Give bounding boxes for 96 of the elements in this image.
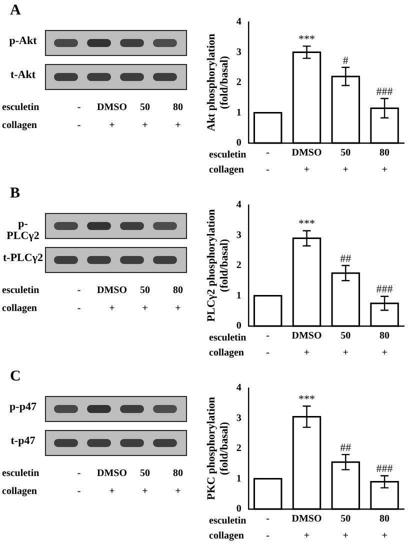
y-axis-title: PKC phosphorylation (fold/basal) <box>205 397 231 500</box>
text: + <box>304 164 310 176</box>
text: esculetin <box>209 150 247 161</box>
x-tick-label: 50 <box>340 148 351 159</box>
annotation: ### <box>376 463 394 476</box>
text: t-p47 <box>10 435 36 447</box>
category-label: DMSO <box>97 102 127 113</box>
x-tick-label: 80 <box>380 148 390 159</box>
category-label: DMSO <box>97 468 127 479</box>
text: collagen <box>2 303 37 314</box>
text: collagen <box>209 530 244 542</box>
category-label: - <box>77 468 81 479</box>
y-tick-label: 1 <box>236 107 242 118</box>
y-tick-label: 4 <box>236 200 242 211</box>
text: + <box>142 486 148 497</box>
y-tick-label: 4 <box>236 382 242 394</box>
text: + <box>304 530 310 542</box>
category-label: 50 <box>140 468 150 479</box>
category-label: 80 <box>173 468 183 479</box>
y-axis-title: PLCγ2 phosphorylation (fold/basal) <box>205 209 231 322</box>
text: esculetin <box>2 102 40 113</box>
text: collagen <box>209 164 244 176</box>
text: p-PLCγ2 <box>6 218 40 242</box>
annotation: *** <box>298 34 315 46</box>
category-label: 80 <box>173 102 183 113</box>
y-tick-label: 0 <box>236 504 242 515</box>
text: collagen <box>209 348 244 359</box>
text: C <box>10 368 21 384</box>
text: + <box>109 120 115 131</box>
text: esculetin <box>2 468 40 479</box>
annotation: *** <box>298 394 315 406</box>
y-tick-label: 0 <box>236 138 242 149</box>
text: esculetin <box>209 516 247 527</box>
text: p-p47 <box>8 401 38 413</box>
annotation: # <box>342 54 349 67</box>
y-tick-label: 1 <box>236 473 242 484</box>
text: collagen <box>2 486 37 497</box>
y-tick-label: 3 <box>236 412 242 424</box>
category-label: 50 <box>140 102 150 113</box>
text: + <box>142 303 148 314</box>
category-label: - <box>77 102 81 113</box>
x-tick-label: DMSO <box>292 148 322 159</box>
text: collagen <box>2 120 37 131</box>
y-axis-title: Akt phosphorylation (fold/basal) <box>205 34 231 132</box>
x-tick-label: 50 <box>340 330 351 342</box>
x-tick-label: DMSO <box>292 330 322 342</box>
text: + <box>382 348 388 359</box>
y-tick-label: 2 <box>236 77 242 88</box>
annotation: *** <box>298 218 315 230</box>
text: + <box>342 530 349 542</box>
y-tick-label: 3 <box>236 230 242 241</box>
text: - <box>77 303 81 314</box>
text: + <box>342 164 349 176</box>
annotation: ## <box>340 252 352 265</box>
x-tick-label: DMSO <box>292 514 322 525</box>
y-tick-label: 3 <box>236 46 242 58</box>
x-tick-label: - <box>266 514 270 525</box>
y-tick-label: 1 <box>236 290 242 302</box>
text: + <box>109 486 115 497</box>
category-label: DMSO <box>97 285 127 296</box>
category-label: 80 <box>173 285 183 296</box>
text: t-Akt <box>9 69 37 81</box>
text: + <box>382 164 388 176</box>
x-tick-label: 80 <box>380 514 390 525</box>
text: - <box>266 348 270 359</box>
text: p-Akt <box>8 35 38 47</box>
text: B <box>10 185 20 202</box>
text: t-PLCγ2 <box>2 252 44 264</box>
text: + <box>175 486 181 497</box>
text: + <box>382 530 388 542</box>
text: A <box>10 2 21 18</box>
text: + <box>109 303 115 314</box>
text: + <box>342 348 349 359</box>
text: esculetin <box>2 285 40 296</box>
x-tick-label: 50 <box>340 514 351 525</box>
y-tick-label: 2 <box>236 260 242 272</box>
category-label: 50 <box>140 285 150 296</box>
text: + <box>142 120 148 131</box>
category-label: - <box>77 285 81 296</box>
text: esculetin <box>209 332 247 344</box>
y-tick-label: 4 <box>236 16 242 28</box>
text: + <box>175 120 181 131</box>
annotation: ### <box>376 86 394 98</box>
y-tick-label: 2 <box>236 443 242 454</box>
x-tick-label: - <box>266 330 270 342</box>
text: - <box>77 120 81 131</box>
annotation: ## <box>340 442 352 454</box>
y-tick-label: 0 <box>236 320 242 332</box>
x-tick-label: - <box>266 148 270 159</box>
category-label: - <box>77 486 81 497</box>
annotation: ### <box>376 284 394 296</box>
text: + <box>175 303 181 314</box>
text: - <box>266 530 270 542</box>
text: - <box>266 164 270 176</box>
x-tick-label: 80 <box>380 330 390 342</box>
text: + <box>304 348 310 359</box>
